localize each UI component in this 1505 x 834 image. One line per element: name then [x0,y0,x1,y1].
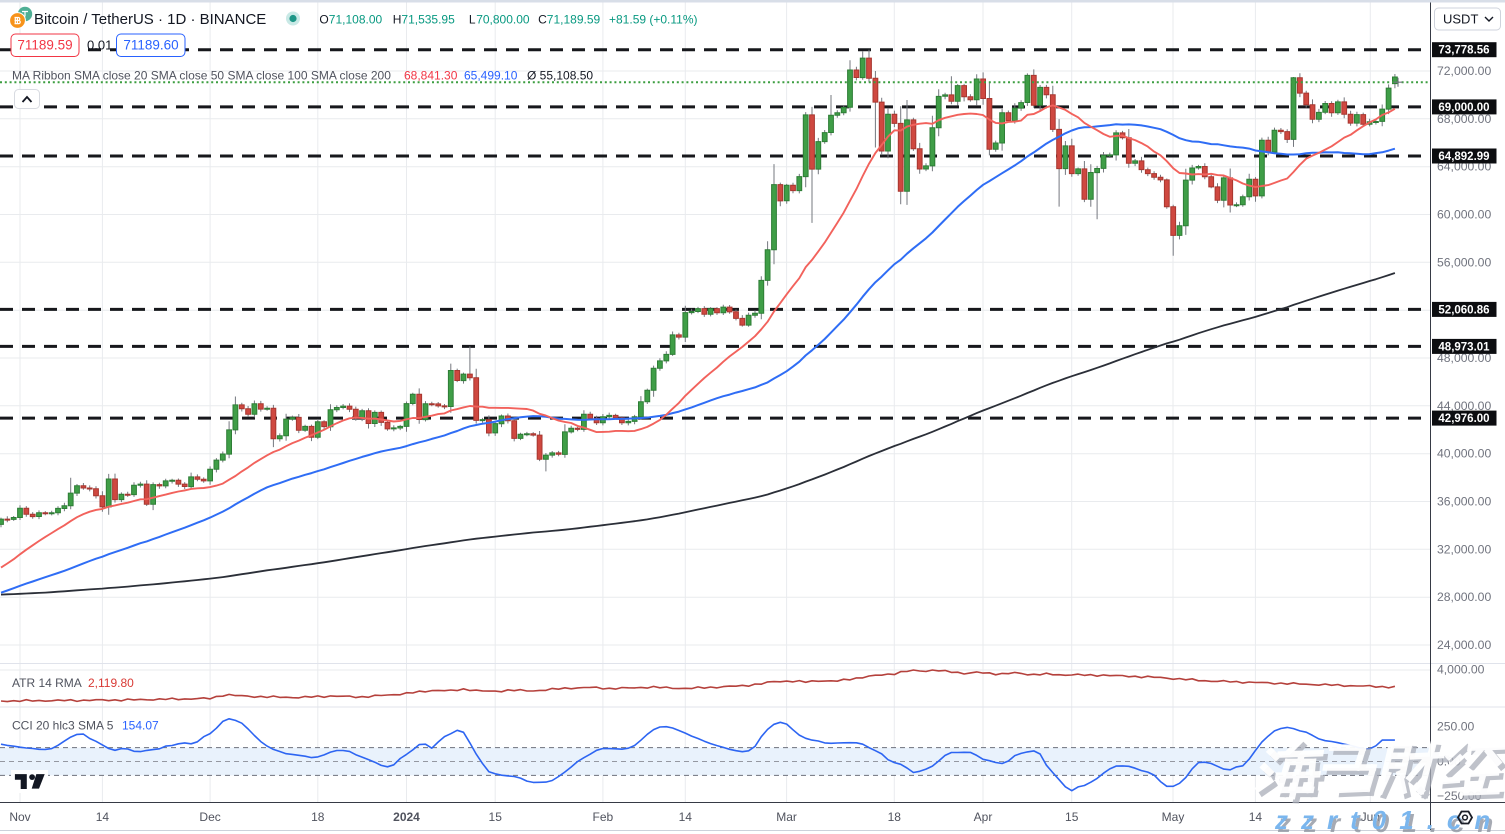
svg-text:15: 15 [489,810,503,824]
svg-text:52,060.86: 52,060.86 [1438,304,1489,316]
svg-text:71189.60: 71189.60 [123,38,178,53]
svg-text:65,499.10: 65,499.10 [464,69,518,83]
svg-text:14: 14 [679,810,693,824]
svg-text:72,000.00: 72,000.00 [1437,64,1491,78]
svg-text:68,841.30: 68,841.30 [404,69,458,83]
svg-text:40,000.00: 40,000.00 [1437,447,1491,461]
svg-text:14: 14 [1249,810,1263,824]
svg-text:O: O [319,13,328,27]
svg-text:14: 14 [96,810,110,824]
svg-text:48,973.01: 48,973.01 [1438,341,1490,353]
svg-text:70,800.00: 70,800.00 [476,13,530,27]
svg-text:zzrt01.cn: zzrt01.cn [1274,805,1503,834]
svg-text:C: C [538,13,547,27]
svg-text:36,000.00: 36,000.00 [1437,495,1491,509]
svg-text:Jun: Jun [1361,810,1380,824]
svg-text:18: 18 [311,810,325,824]
svg-text:71189.59: 71189.59 [17,38,72,53]
svg-text:May: May [1162,810,1185,824]
svg-text:Nov: Nov [9,810,30,824]
svg-text:ATR 14 RMA: ATR 14 RMA [12,676,82,690]
svg-text:60,000.00: 60,000.00 [1437,208,1491,222]
svg-text:2,119.80: 2,119.80 [88,676,134,690]
svg-text:USDT: USDT [1443,12,1478,27]
svg-text:154.07: 154.07 [122,719,159,733]
svg-text:4,000.00: 4,000.00 [1437,663,1485,677]
svg-text:71,108.00: 71,108.00 [329,13,383,27]
svg-text:Bitcoin / TetherUS · 1D · BINA: Bitcoin / TetherUS · 1D · BINANCE [34,11,266,28]
svg-text:+81.59 (+0.11%): +81.59 (+0.11%) [609,13,698,27]
svg-text:64,892.99: 64,892.99 [1438,151,1489,163]
svg-text:32,000.00: 32,000.00 [1437,542,1491,556]
svg-text:zzrt01.cn: zzrt01.cn [1277,808,1505,834]
svg-text:68,000.00: 68,000.00 [1437,112,1491,126]
svg-text:L: L [469,13,476,27]
svg-text:15: 15 [1065,810,1079,824]
svg-text:73,778.56: 73,778.56 [1438,45,1489,57]
svg-text:42,976.00: 42,976.00 [1438,413,1489,425]
svg-text:Feb: Feb [593,810,614,824]
svg-text:MA Ribbon SMA close 20 SMA clo: MA Ribbon SMA close 20 SMA close 50 SMA … [12,69,391,83]
svg-text:28,000.00: 28,000.00 [1437,590,1491,604]
svg-text:69,000.00: 69,000.00 [1438,102,1489,114]
svg-text:71,535.95: 71,535.95 [401,13,455,27]
svg-text:2024: 2024 [393,810,420,824]
svg-text:71,189.59: 71,189.59 [547,13,601,27]
svg-text:H: H [393,13,402,27]
svg-text:250.00: 250.00 [1437,720,1474,734]
svg-text:Dec: Dec [199,810,220,824]
svg-text:18: 18 [888,810,902,824]
svg-text:CCI 20 hlc3 SMA 5: CCI 20 hlc3 SMA 5 [12,719,114,733]
svg-text:0.01: 0.01 [87,38,112,53]
svg-text:Ø 55,108.50: Ø 55,108.50 [527,69,593,83]
svg-text:56,000.00: 56,000.00 [1437,255,1491,269]
svg-text:Apr: Apr [974,810,993,824]
svg-text:48,000.00: 48,000.00 [1437,351,1491,365]
svg-text:44,000.00: 44,000.00 [1437,399,1491,413]
svg-text:Mar: Mar [776,810,797,824]
svg-text:24,000.00: 24,000.00 [1437,638,1491,652]
